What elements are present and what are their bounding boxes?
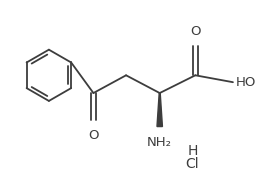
Text: O: O <box>88 129 99 142</box>
Text: Cl: Cl <box>186 157 199 171</box>
Text: H: H <box>187 144 197 158</box>
Text: HO: HO <box>236 76 256 89</box>
Polygon shape <box>157 93 162 127</box>
Text: O: O <box>190 25 201 38</box>
Text: NH₂: NH₂ <box>147 136 172 149</box>
